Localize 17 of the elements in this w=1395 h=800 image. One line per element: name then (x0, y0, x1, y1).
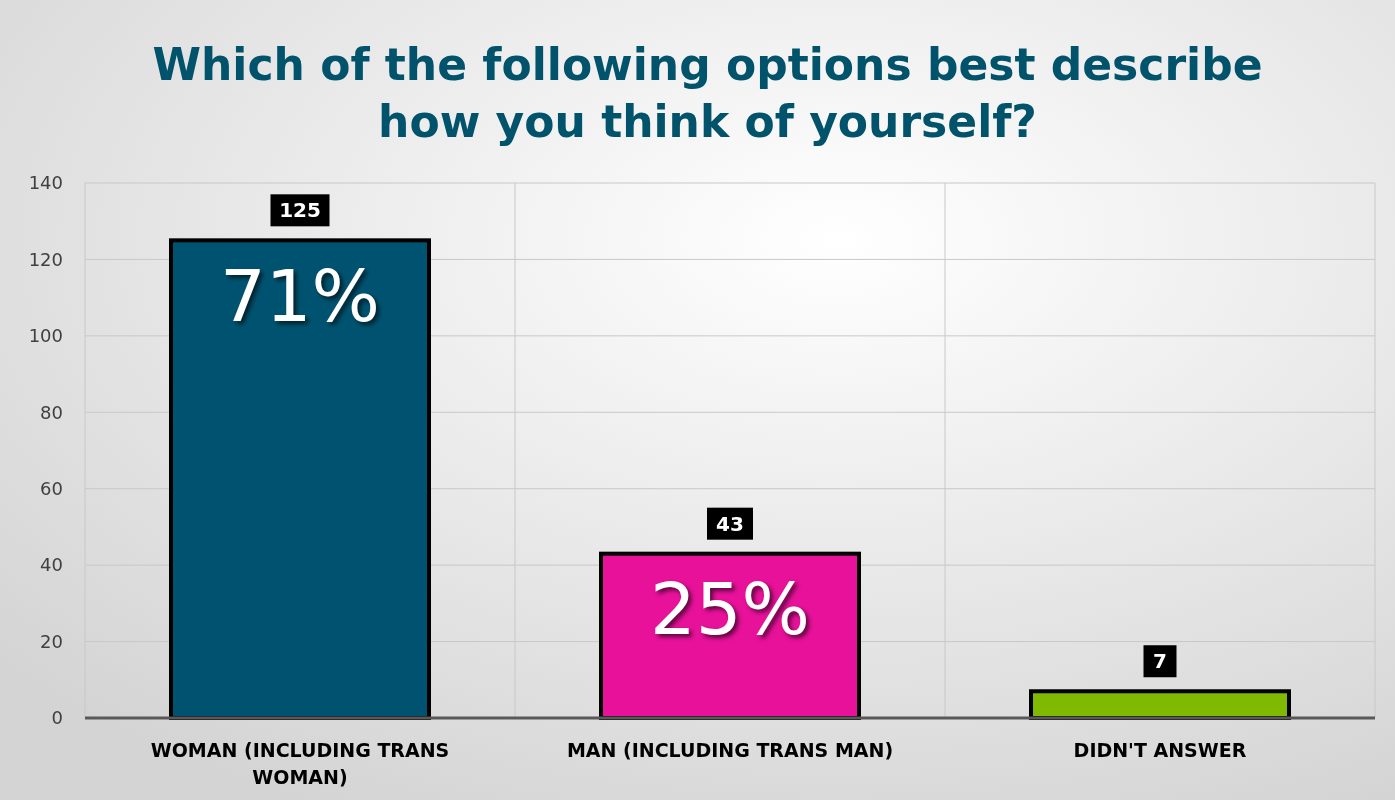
x-tick-label: MAN (INCLUDING TRANS MAN) (566, 739, 894, 761)
y-tick-label: 140 (28, 172, 63, 194)
y-tick-label: 80 (40, 401, 63, 423)
annotation: 71% (219, 253, 381, 338)
x-tick-label: DIDN'T ANSWER (1073, 739, 1247, 761)
data-label: 43 (716, 511, 744, 536)
y-tick-label: 120 (28, 248, 63, 270)
y-tick-label: 100 (28, 325, 63, 347)
y-tick-label: 40 (40, 554, 63, 576)
chart-title: Which of the following options best describe how you think of yourself? (152, 39, 1263, 147)
y-tick-label: 0 (51, 707, 63, 729)
x-tick-label: WOMAN (INCLUDING TRANS WOMAN) (150, 739, 450, 788)
annotation: 25% (649, 566, 811, 651)
y-tick-label: 20 (40, 630, 63, 652)
data-label: 7 (1153, 649, 1167, 674)
y-tick-label: 60 (40, 478, 63, 500)
data-label: 125 (279, 198, 321, 223)
